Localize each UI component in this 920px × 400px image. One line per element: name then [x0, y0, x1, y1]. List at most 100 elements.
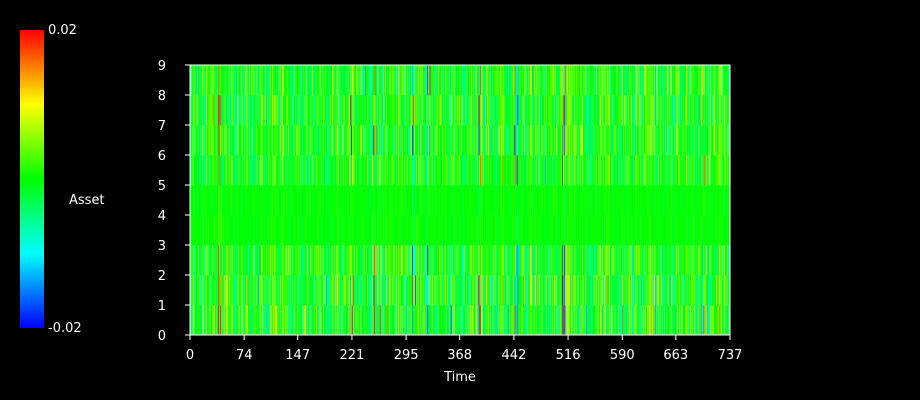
- heatmap-cell: [461, 185, 463, 216]
- heatmap-cell: [377, 275, 379, 306]
- heatmap-cell: [400, 125, 402, 156]
- heatmap-cell: [316, 65, 318, 96]
- heatmap-cell: [467, 95, 469, 126]
- heatmap-cell: [409, 185, 411, 216]
- heatmap-cell: [447, 245, 449, 276]
- heatmap-cell: [267, 155, 269, 186]
- heatmap-cell: [351, 245, 354, 276]
- heatmap-cell: [445, 305, 447, 336]
- heatmap-cell: [382, 185, 384, 216]
- heatmap-cell: [289, 305, 291, 336]
- heatmap-cell: [457, 275, 459, 306]
- heatmap-cell: [246, 155, 248, 186]
- heatmap-cell: [511, 245, 513, 276]
- heatmap-cell: [400, 275, 402, 306]
- heatmap-cell: [380, 305, 382, 336]
- heatmap-cell: [324, 275, 326, 306]
- heatmap-cell: [587, 275, 589, 306]
- heatmap-cell: [373, 185, 375, 216]
- heatmap-cell: [331, 125, 333, 156]
- heatmap-cell: [536, 305, 538, 336]
- heatmap-cell: [338, 305, 340, 336]
- heatmap-cell: [237, 125, 239, 156]
- heatmap-cell: [417, 125, 419, 156]
- heatmap-cell: [416, 215, 418, 246]
- heatmap-cell: [228, 185, 230, 216]
- heatmap-cell: [214, 215, 216, 246]
- heatmap-cell: [444, 215, 447, 246]
- heatmap-cell: [355, 305, 357, 336]
- heatmap-cell: [414, 215, 417, 246]
- heatmap-cell: [404, 245, 406, 276]
- heatmap-cell: [212, 245, 214, 276]
- heatmap-cell: [306, 185, 308, 216]
- heatmap-cell: [403, 185, 406, 216]
- heatmap-cell: [272, 65, 274, 96]
- heatmap-cell: [217, 125, 219, 156]
- heatmap-cell: [364, 305, 366, 336]
- heatmap-cell: [352, 155, 354, 186]
- heatmap-cell: [408, 185, 410, 216]
- heatmap-cell: [401, 125, 403, 156]
- heatmap-cell: [555, 65, 557, 96]
- heatmap-cell: [546, 155, 548, 186]
- heatmap-cell: [518, 215, 520, 246]
- heatmap-cell: [527, 215, 529, 246]
- heatmap-cell: [313, 245, 315, 276]
- heatmap-cell: [320, 185, 322, 216]
- heatmap-cell: [504, 95, 506, 126]
- heatmap-cell: [321, 305, 323, 336]
- heatmap-cell: [402, 155, 404, 186]
- heatmap-cell: [414, 155, 417, 186]
- heatmap-cell: [494, 305, 496, 336]
- heatmap-cell: [225, 125, 227, 156]
- heatmap-cell: [468, 305, 470, 336]
- heatmap-cell: [587, 215, 589, 246]
- heatmap-cell: [479, 125, 481, 156]
- heatmap-cell: [543, 185, 545, 216]
- heatmap-cell: [201, 245, 203, 276]
- heatmap-cell: [428, 65, 430, 96]
- heatmap-cell: [459, 215, 461, 246]
- heatmap-cell: [573, 65, 576, 96]
- heatmap-cell: [300, 305, 302, 336]
- heatmap-cell: [250, 305, 252, 336]
- heatmap-cell: [502, 95, 504, 126]
- heatmap-cell: [442, 95, 444, 126]
- heatmap-cell: [511, 305, 513, 336]
- heatmap-cell: [272, 125, 274, 156]
- heatmap-cell: [469, 95, 471, 126]
- heatmap-cell: [413, 305, 415, 336]
- heatmap-cell: [536, 275, 538, 306]
- heatmap-cell: [362, 305, 364, 336]
- heatmap-cell: [458, 95, 460, 126]
- heatmap-cell: [405, 215, 407, 246]
- heatmap-cell: [225, 245, 227, 276]
- heatmap-cell: [209, 95, 211, 126]
- heatmap-cell: [387, 305, 389, 336]
- heatmap-cell: [441, 155, 443, 186]
- heatmap-cell: [367, 215, 369, 246]
- heatmap-cell: [278, 125, 280, 156]
- heatmap-cell: [516, 125, 518, 156]
- heatmap-cell: [572, 95, 574, 126]
- heatmap-cell: [221, 305, 223, 336]
- heatmap-cell: [474, 305, 476, 336]
- heatmap-cell: [320, 125, 322, 156]
- heatmap-cell: [560, 185, 562, 216]
- heatmap-cell: [554, 305, 556, 336]
- heatmap-cell: [497, 65, 499, 96]
- heatmap-cell: [220, 155, 222, 186]
- heatmap-cell: [270, 65, 272, 96]
- heatmap-cell: [190, 155, 192, 186]
- heatmap-cell: [257, 125, 259, 156]
- heatmap-cell: [496, 215, 498, 246]
- heatmap-cell: [531, 95, 533, 126]
- heatmap-cell: [565, 185, 567, 216]
- heatmap-cell: [494, 125, 496, 156]
- heatmap-cell: [379, 275, 381, 306]
- heatmap-cell: [305, 305, 307, 336]
- heatmap-cell: [225, 275, 227, 306]
- heatmap-cell: [194, 155, 196, 186]
